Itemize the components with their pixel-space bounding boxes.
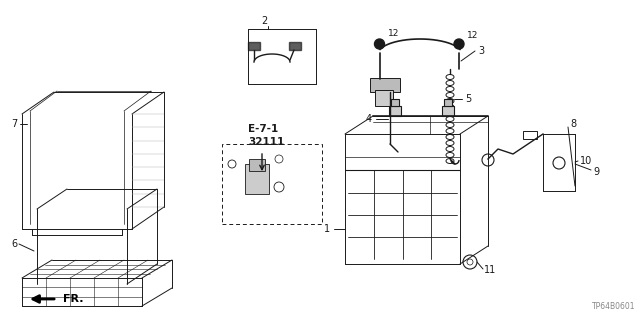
Text: 8: 8 [570,119,576,129]
Bar [370,78,400,92]
Text: 11: 11 [484,265,496,275]
Text: 9: 9 [593,167,599,177]
Bar [222,144,322,224]
Text: 1: 1 [324,224,330,234]
Text: TP64B0601: TP64B0601 [591,302,635,311]
Bar [375,90,393,106]
Circle shape [454,39,464,49]
Circle shape [374,39,385,49]
Text: 2: 2 [261,16,267,26]
Bar [245,164,269,194]
Text: 4: 4 [366,114,372,124]
Text: 6: 6 [11,239,17,249]
Text: 12: 12 [387,29,399,39]
Bar [444,99,452,106]
Bar [523,131,537,139]
Bar [248,42,260,50]
Text: FR.: FR. [63,294,83,304]
Text: 12: 12 [467,32,478,41]
Bar [389,106,401,116]
Text: 32111: 32111 [248,137,284,147]
Bar [391,99,399,106]
Text: 7: 7 [11,119,17,129]
Text: 3: 3 [478,46,484,56]
Bar [249,159,265,171]
Text: 5: 5 [465,94,471,104]
Text: 10: 10 [580,156,592,166]
Text: E-7-1: E-7-1 [248,124,278,134]
Bar [289,42,301,50]
Bar [442,106,454,116]
